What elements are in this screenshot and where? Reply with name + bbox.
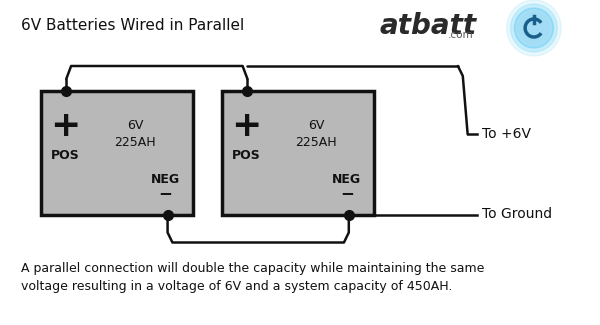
Text: −: − <box>340 185 354 202</box>
Circle shape <box>518 12 550 44</box>
FancyBboxPatch shape <box>222 91 374 214</box>
Text: NEG: NEG <box>332 174 361 187</box>
Text: POS: POS <box>232 149 261 162</box>
Circle shape <box>514 8 553 48</box>
Text: A parallel connection will double the capacity while maintaining the same
voltag: A parallel connection will double the ca… <box>22 262 485 293</box>
Text: NEG: NEG <box>151 174 180 187</box>
Text: POS: POS <box>51 149 80 162</box>
Text: 6V: 6V <box>308 119 325 132</box>
Text: 6V: 6V <box>127 119 143 132</box>
FancyBboxPatch shape <box>41 91 193 214</box>
Text: To +6V: To +6V <box>482 127 531 141</box>
Text: +: + <box>50 109 80 143</box>
Text: .com: .com <box>448 30 474 40</box>
Text: −: − <box>158 185 173 202</box>
Text: atbatt: atbatt <box>380 12 477 40</box>
Text: +: + <box>232 109 262 143</box>
Circle shape <box>506 0 561 56</box>
Circle shape <box>511 4 557 52</box>
Text: 6V Batteries Wired in Parallel: 6V Batteries Wired in Parallel <box>22 18 245 33</box>
Text: 225AH: 225AH <box>296 136 337 150</box>
Text: To Ground: To Ground <box>482 207 553 222</box>
Text: 225AH: 225AH <box>115 136 156 150</box>
Circle shape <box>517 10 551 46</box>
